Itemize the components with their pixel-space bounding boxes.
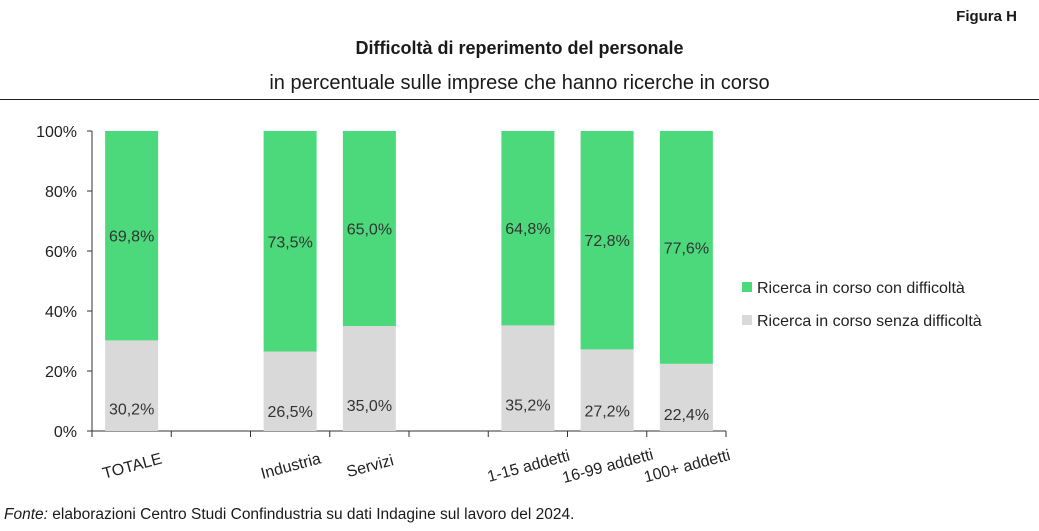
data-label: 22,4% xyxy=(664,407,709,424)
legend-swatch-senza-difficolta xyxy=(742,315,752,325)
bar-segment-senza-difficolta xyxy=(105,340,159,431)
x-category-label: 100+ addetti xyxy=(642,447,732,486)
y-tick-label: 20% xyxy=(45,364,77,381)
y-tick-label: 0% xyxy=(54,424,77,441)
bar-segment-con-difficolta xyxy=(580,131,634,350)
bar-segment-senza-difficolta xyxy=(342,326,396,431)
bar-segment-senza-difficolta xyxy=(659,363,713,431)
data-label: 64,8% xyxy=(505,221,550,238)
x-category-label: Servizi xyxy=(345,452,396,481)
chart-subtitle: in percentuale sulle imprese che hanno r… xyxy=(269,72,770,94)
x-category-label: 16-99 addetti xyxy=(561,446,656,487)
y-tick-label: 100% xyxy=(36,124,77,141)
bar-segment-senza-difficolta xyxy=(263,351,317,431)
chart-title: Difficoltà di reperimento del personale xyxy=(355,38,684,58)
y-tick-label: 60% xyxy=(45,244,77,261)
y-tick-label: 40% xyxy=(45,304,77,321)
bar-segment-con-difficolta xyxy=(342,131,396,326)
bar-segment-senza-difficolta xyxy=(501,325,555,431)
data-label: 72,8% xyxy=(584,233,629,250)
y-tick-label: 80% xyxy=(45,184,77,201)
x-category-label: 1-15 addetti xyxy=(486,448,572,486)
x-category-label: TOTALE xyxy=(101,451,164,483)
data-label: 77,6% xyxy=(664,240,709,257)
data-label: 69,8% xyxy=(109,229,154,246)
data-label: 35,2% xyxy=(505,398,550,415)
header-rule xyxy=(0,99,1039,100)
bar-segment-senza-difficolta xyxy=(580,349,634,431)
data-label: 27,2% xyxy=(584,404,629,421)
legend-label: Ricerca in corso senza difficoltà xyxy=(757,313,982,330)
data-label: 30,2% xyxy=(109,401,154,418)
bar-segment-con-difficolta xyxy=(659,131,713,364)
stacked-bar-chart: 0% 20% 40% 60% 80% 100% 30,2% 69,8% TOTALE 26,5% 7… xyxy=(36,124,982,487)
source-label: Fonte: xyxy=(4,506,48,523)
source-text: elaborazioni Centro Studi Confindustria … xyxy=(52,506,575,523)
legend-label: Ricerca in corso con difficoltà xyxy=(757,280,965,297)
data-label: 26,5% xyxy=(267,404,312,421)
bar-segment-con-difficolta xyxy=(263,131,317,352)
data-label: 35,0% xyxy=(347,398,392,415)
bar-segment-con-difficolta xyxy=(501,131,555,326)
figure-label: Figura H xyxy=(956,8,1017,25)
data-label: 73,5% xyxy=(267,234,312,251)
bar-segment-con-difficolta xyxy=(105,131,159,341)
x-category-label: Industria xyxy=(259,450,323,482)
source-note: Fonte: elaborazioni Centro Studi Confind… xyxy=(4,506,574,524)
legend-swatch-con-difficolta xyxy=(742,282,752,292)
data-label: 65,0% xyxy=(347,222,392,239)
